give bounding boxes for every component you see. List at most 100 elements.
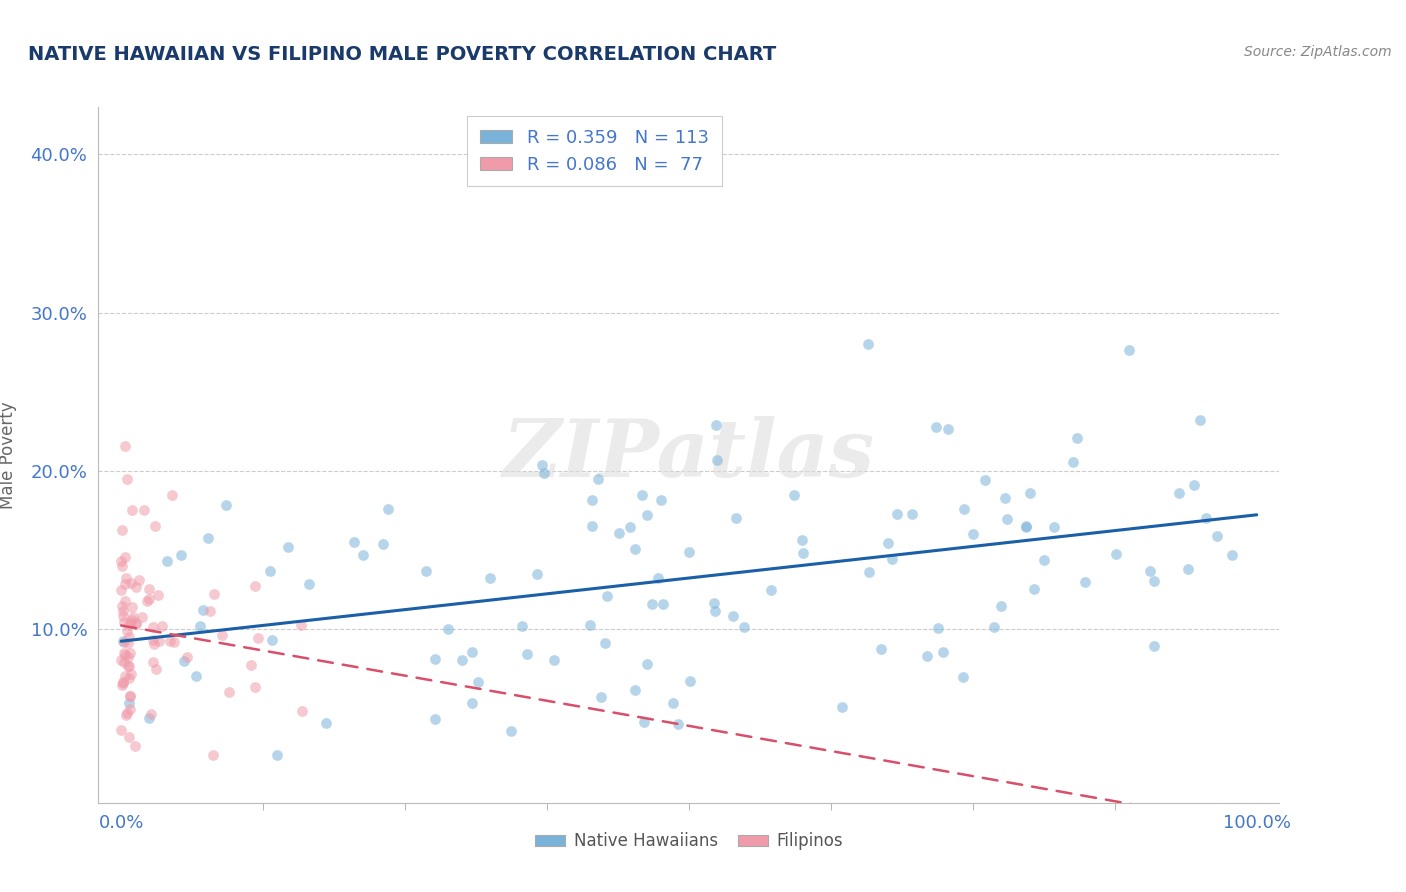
Point [142,633,165,648]
Point [114,669,136,683]
Point [706,453,728,467]
Point [124,616,146,631]
Point [915,649,938,664]
Point [1033,553,1056,567]
Point [118,689,141,703]
Point [198,604,221,618]
Point [724,511,747,525]
Point [1206,529,1229,543]
Point [115,571,138,585]
Point [668,717,690,731]
Point [121,613,143,627]
Point [148,588,170,602]
Point [138,592,160,607]
Point [145,662,167,676]
Point [124,739,146,753]
Point [112,676,135,690]
Point [184,669,207,683]
Point [1022,582,1045,596]
Point [588,472,610,486]
Point [142,655,165,669]
Point [132,503,155,517]
Point [262,633,284,648]
Point [1139,564,1161,578]
Point [792,533,814,547]
Point [197,532,219,546]
Point [111,675,134,690]
Point [111,678,134,692]
Point [176,649,198,664]
Point [118,658,141,673]
Point [636,657,658,671]
Point [120,646,142,660]
Point [112,635,135,649]
Point [733,620,755,634]
Point [641,597,664,611]
Point [662,696,685,710]
Point [1195,511,1218,525]
Point [721,608,744,623]
Point [704,603,727,617]
Point [1062,455,1084,469]
Point [136,594,159,608]
Point [110,652,132,666]
Point [543,653,565,667]
Point [761,583,783,598]
Point [118,730,141,744]
Point [117,650,139,665]
Point [995,512,1018,526]
Point [451,653,474,667]
Y-axis label: Male Poverty: Male Poverty [0,401,17,508]
Point [437,622,460,636]
Point [856,337,879,351]
Point [633,715,655,730]
Point [924,419,946,434]
Point [111,558,134,573]
Point [579,618,602,632]
Point [121,600,143,615]
Point [141,706,163,721]
Point [111,523,134,537]
Point [120,615,142,630]
Point [467,675,489,690]
Point [353,548,375,562]
Point [704,417,727,432]
Point [1189,413,1212,427]
Point [1177,562,1199,576]
Point [530,458,553,473]
Point [1143,639,1166,653]
Point [112,615,135,630]
Point [624,682,647,697]
Text: Source: ZipAtlas.com: Source: ZipAtlas.com [1244,45,1392,59]
Point [117,635,139,649]
Point [202,587,225,601]
Point [1167,485,1189,500]
Point [425,712,447,726]
Point [163,635,186,649]
Point [142,620,165,634]
Point [1015,519,1038,533]
Point [831,700,853,714]
Point [423,651,446,665]
Point [118,631,141,645]
Point [114,648,136,662]
Point [110,554,132,568]
Point [931,645,953,659]
Point [211,627,233,641]
Point [138,711,160,725]
Point [607,526,630,541]
Point [159,633,181,648]
Point [652,597,675,611]
Point [143,637,166,651]
Point [952,670,974,684]
Point [112,603,135,617]
Point [111,599,134,614]
Point [927,621,949,635]
Point [218,685,240,699]
Point [118,689,141,703]
Point [876,536,898,550]
Point [1066,431,1088,445]
Point [112,646,135,660]
Point [114,593,136,607]
Point [870,642,893,657]
